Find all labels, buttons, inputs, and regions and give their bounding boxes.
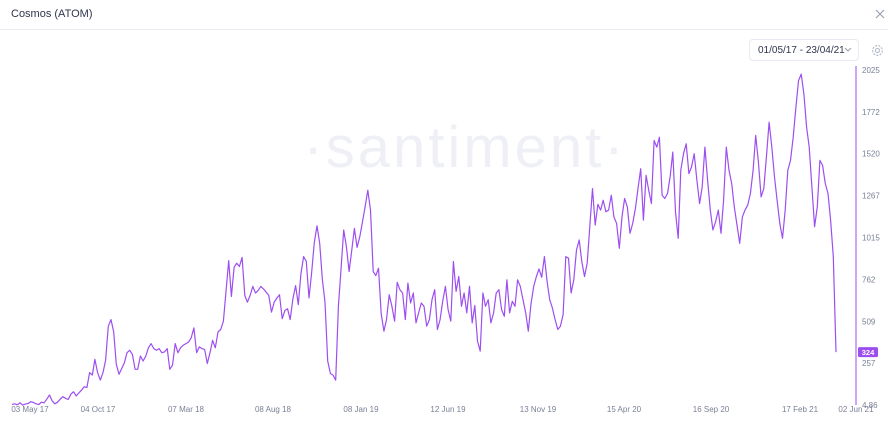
y-tick-label: 4.86 bbox=[862, 401, 878, 410]
x-axis: 03 May 17 04 Oct 17 07 Mar 18 08 Aug 18 08 J… bbox=[11, 405, 874, 414]
y-tick-label: 1772 bbox=[862, 108, 880, 117]
y-tick-label: 1015 bbox=[862, 233, 880, 242]
x-tick-label: 08 Jan 19 bbox=[343, 405, 379, 414]
price-chart[interactable]: ·santiment· 324 03 May 17 04 Oct 17 07 Mar… bbox=[0, 62, 888, 424]
y-tick-label: 2025 bbox=[862, 66, 880, 75]
last-value-badge bbox=[858, 347, 878, 358]
y-tick-label: 1267 bbox=[862, 192, 880, 201]
x-tick-label: 16 Sep 20 bbox=[693, 405, 730, 414]
x-tick-label: 12 Jun 19 bbox=[430, 405, 466, 414]
y-tick-label: 509 bbox=[862, 317, 876, 326]
x-tick-label: 04 Oct 17 bbox=[81, 405, 116, 414]
plot-area: 324 bbox=[11, 73, 878, 406]
close-icon[interactable] bbox=[873, 7, 887, 21]
y-tick-label: 1520 bbox=[862, 150, 880, 159]
date-range-select[interactable]: 01/05/17 - 23/04/21 bbox=[749, 39, 859, 61]
x-tick-label: 13 Nov 19 bbox=[520, 405, 557, 414]
x-tick-label: 02 Jun 21 bbox=[838, 405, 874, 414]
chevron-down-icon bbox=[844, 47, 852, 52]
y-axis: 4.86 257 509 762 1015 1267 1520 1772 2025 bbox=[862, 66, 880, 410]
x-tick-label: 08 Aug 18 bbox=[255, 405, 292, 414]
y-tick-label: 257 bbox=[862, 359, 876, 368]
x-tick-label: 15 Apr 20 bbox=[607, 405, 642, 414]
santiment-watermark: ·santiment· bbox=[303, 115, 626, 180]
series-line bbox=[11, 73, 837, 406]
x-tick-label: 17 Feb 21 bbox=[782, 405, 819, 414]
window-title: Cosmos (ATOM) bbox=[11, 8, 93, 20]
last-value-label: 324 bbox=[862, 348, 875, 357]
gear-icon[interactable] bbox=[870, 43, 885, 58]
window-header: Cosmos (ATOM) bbox=[0, 0, 888, 30]
x-tick-label: 07 Mar 18 bbox=[168, 405, 205, 414]
date-range-value: 01/05/17 - 23/04/21 bbox=[758, 45, 845, 56]
line-chart-svg: ·santiment· 324 03 May 17 04 Oct 17 07 Mar… bbox=[11, 66, 880, 414]
y-tick-label: 762 bbox=[862, 275, 876, 284]
x-tick-label: 03 May 17 bbox=[11, 405, 49, 414]
